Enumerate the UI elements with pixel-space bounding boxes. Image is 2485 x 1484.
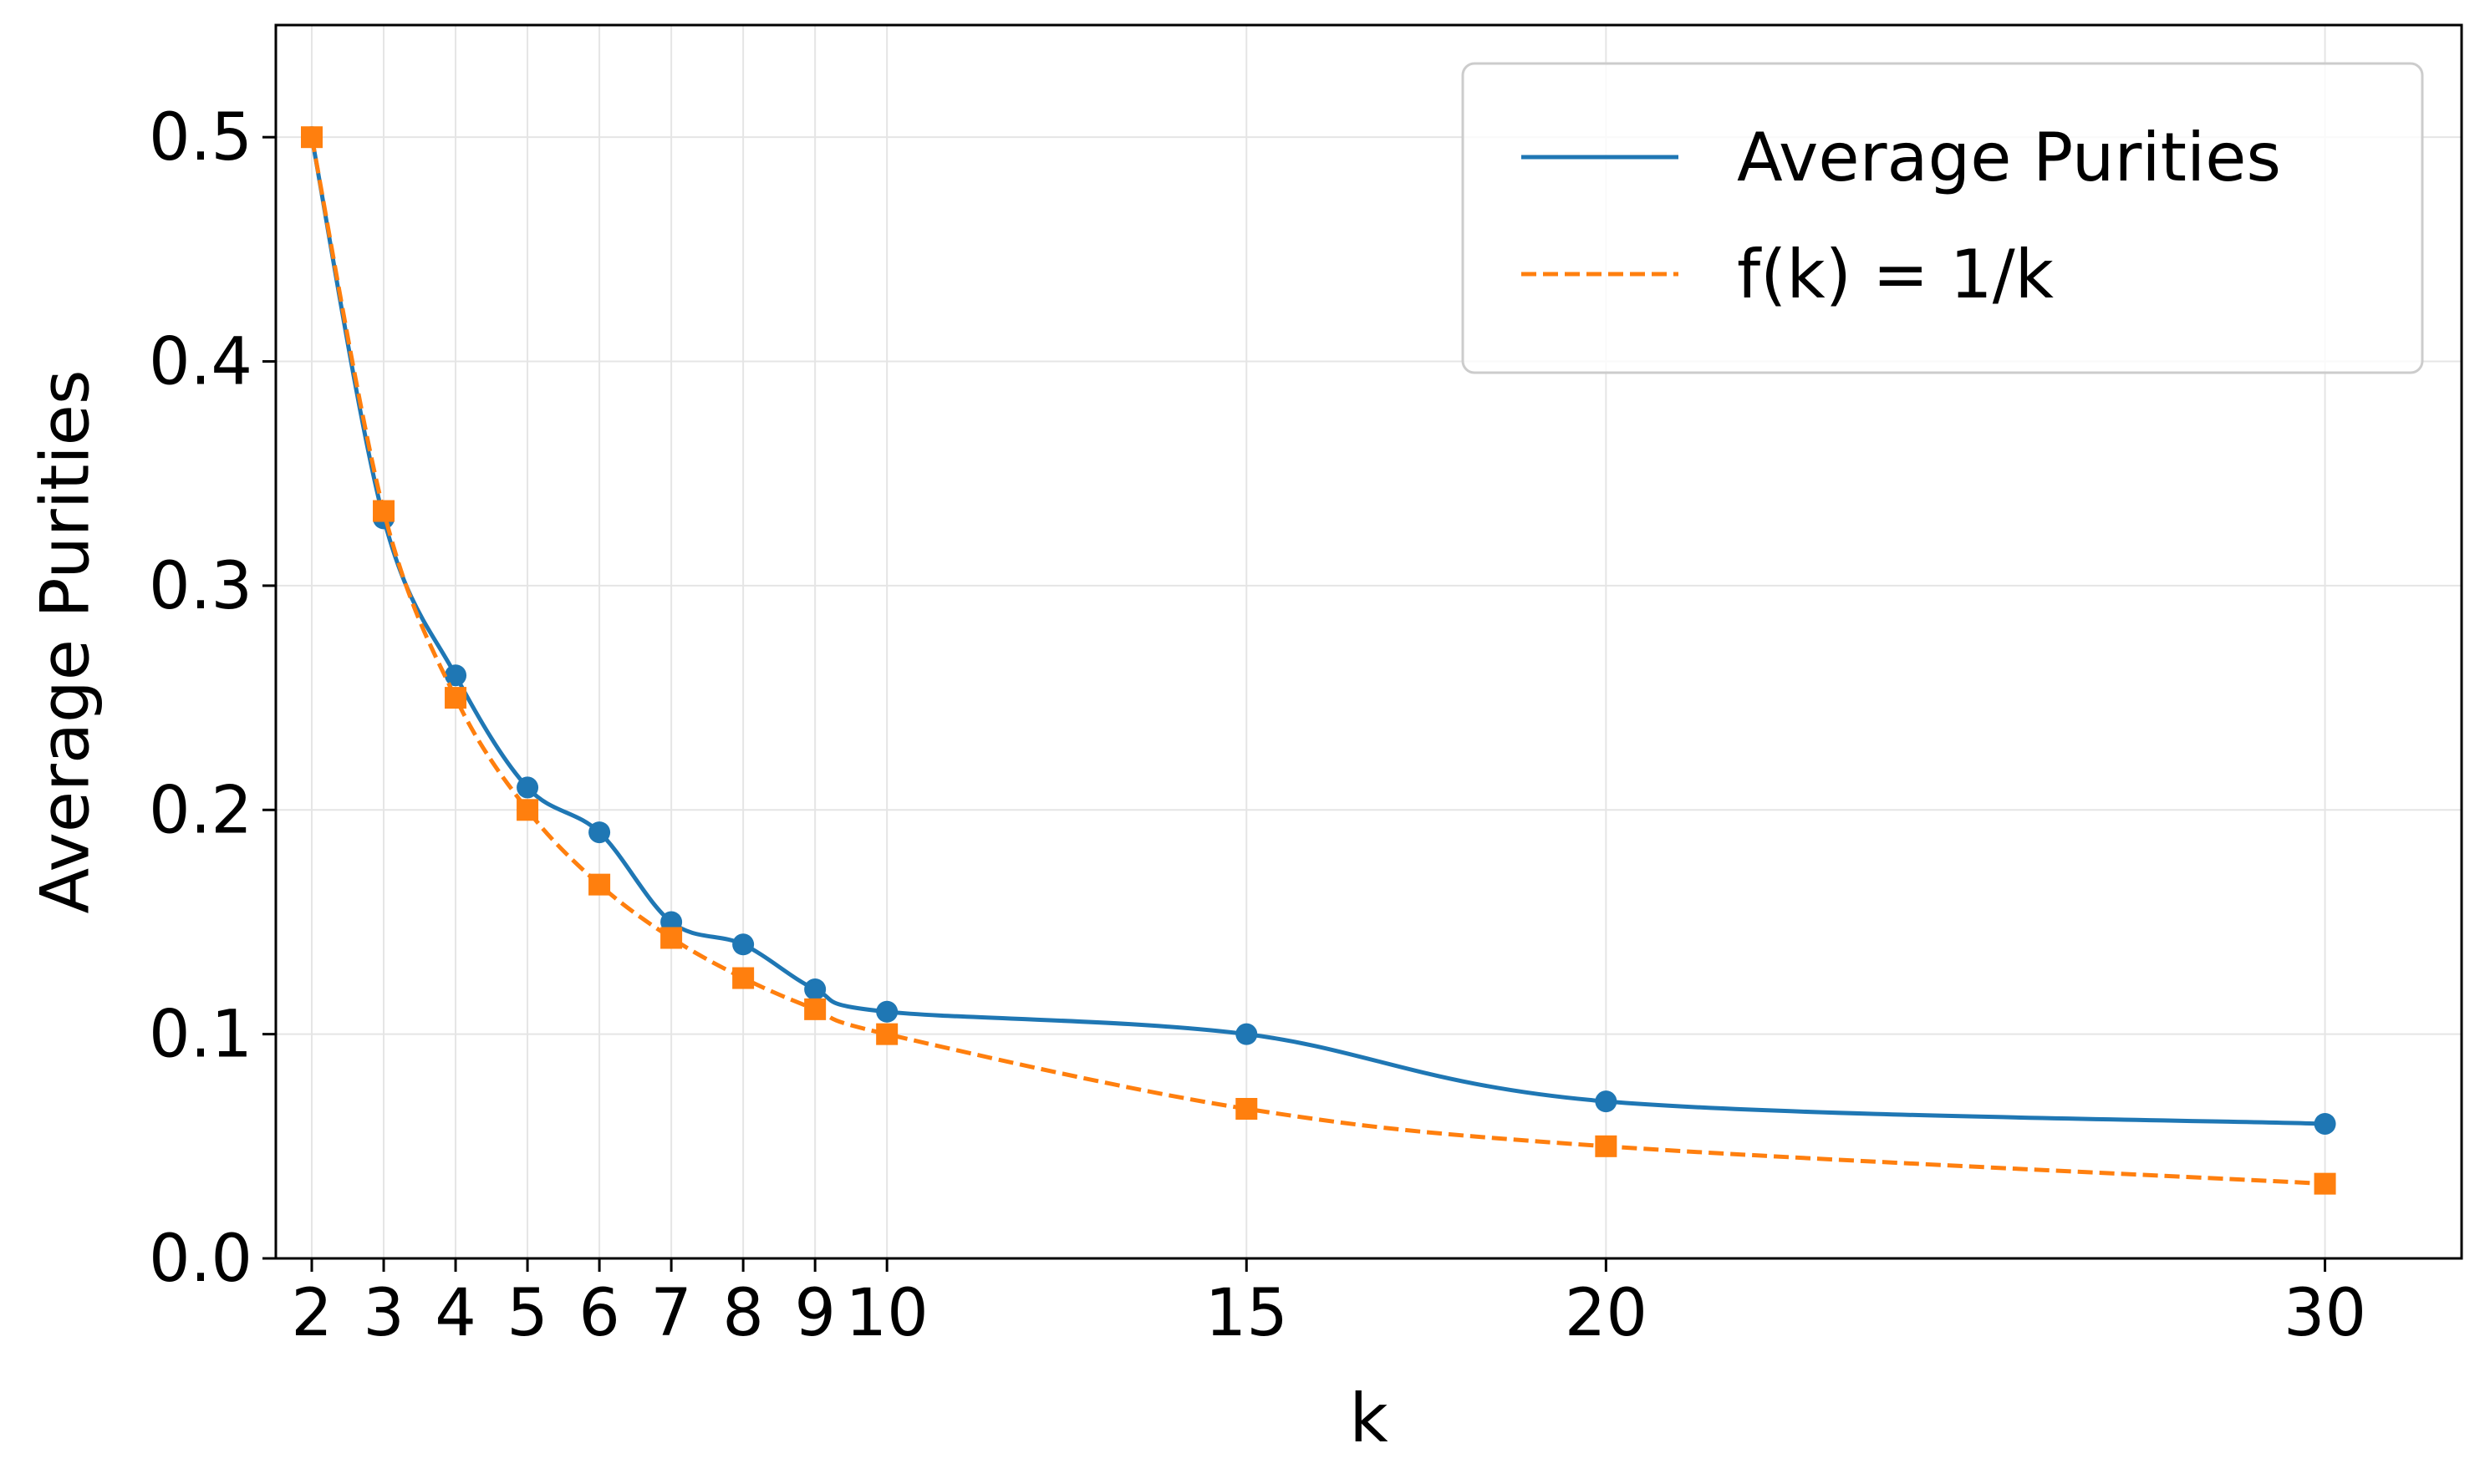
data-point	[445, 687, 467, 709]
data-point	[517, 776, 539, 799]
y-tick-label: 0.2	[149, 773, 252, 848]
x-tick-label: 10	[846, 1276, 929, 1351]
legend-label-inverse-k: f(k) = 1/k	[1737, 236, 2055, 313]
x-axis-label: k	[1349, 1380, 1388, 1457]
data-point	[1235, 1098, 1258, 1121]
data-point	[1595, 1090, 1617, 1113]
y-tick-label: 0.1	[149, 998, 252, 1073]
legend-box	[1461, 62, 2424, 374]
x-tick-label: 7	[650, 1276, 692, 1351]
x-tick-label: 15	[1205, 1276, 1288, 1351]
x-tick-label: 6	[578, 1276, 620, 1351]
data-point	[517, 799, 539, 821]
x-tick-label: 3	[363, 1276, 405, 1351]
data-point	[804, 978, 827, 1000]
y-axis-label: Average Purities	[27, 369, 104, 913]
grid	[276, 25, 2462, 1259]
x-tick-label: 9	[794, 1276, 836, 1351]
series-line	[309, 136, 2325, 1187]
series-layer	[301, 126, 2336, 1195]
plot-frame	[274, 23, 2463, 1260]
data-point	[2314, 1172, 2336, 1195]
data-point	[804, 998, 827, 1020]
x-axis: 2 3 4 5 6 7 8 9 10 15 20 30	[291, 1258, 2366, 1351]
data-point	[373, 500, 395, 522]
data-point	[660, 927, 683, 949]
data-point	[1235, 1023, 1258, 1045]
series-line	[309, 136, 2325, 1126]
y-tick-label: 0.0	[149, 1222, 252, 1297]
data-point	[732, 967, 755, 989]
x-tick-label: 30	[2284, 1276, 2366, 1351]
series-inverse-k	[301, 126, 2336, 1195]
x-tick-label: 4	[435, 1276, 476, 1351]
x-tick-label: 5	[507, 1276, 548, 1351]
legend-label-average-purities: Average Purities	[1737, 119, 2281, 196]
y-tick-label: 0.3	[149, 549, 252, 624]
legend: Average Purities f(k) = 1/k	[1461, 62, 2424, 374]
data-point	[876, 1023, 899, 1045]
x-tick-label: 2	[291, 1276, 333, 1351]
y-tick-label: 0.4	[149, 325, 252, 400]
data-point	[1595, 1135, 1617, 1157]
data-point	[876, 1000, 899, 1023]
y-tick-label: 0.5	[149, 100, 252, 175]
data-point	[2314, 1112, 2336, 1135]
data-point	[301, 126, 323, 149]
x-tick-label: 8	[722, 1276, 764, 1351]
data-point	[588, 821, 611, 844]
x-tick-label: 20	[1565, 1276, 1647, 1351]
data-point	[445, 664, 467, 687]
y-axis: 0.0 0.1 0.2 0.3 0.4 0.5	[149, 100, 276, 1297]
data-point	[588, 873, 611, 896]
data-point	[732, 933, 755, 956]
